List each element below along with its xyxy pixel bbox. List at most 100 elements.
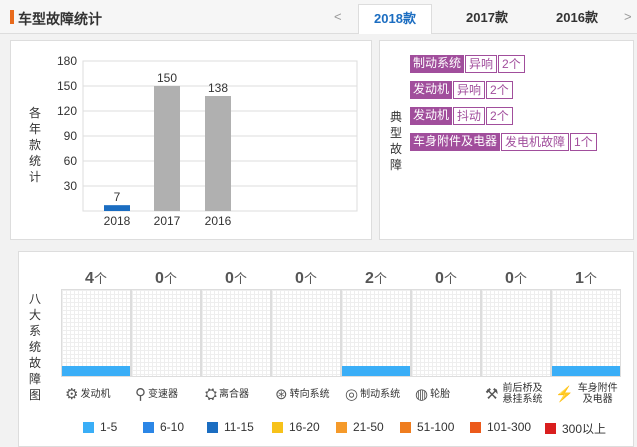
system-cell[interactable] bbox=[551, 289, 621, 377]
system-count: 0个 bbox=[201, 268, 271, 288]
system-name: 车身附件及电器 bbox=[577, 383, 618, 405]
fault-count: 1个 bbox=[570, 133, 597, 151]
system-name: 轮胎 bbox=[430, 388, 451, 400]
system-1[interactable]: ⚙ 发动机 bbox=[65, 382, 131, 406]
legend-swatch bbox=[83, 421, 94, 433]
fault-symptom: 抖动 bbox=[453, 107, 486, 125]
count-value: 0 bbox=[435, 270, 444, 287]
cell-fill bbox=[552, 366, 620, 376]
x-tick-label: 2017 bbox=[154, 214, 181, 228]
fault-symptom: 异响 bbox=[465, 55, 498, 73]
title-accent bbox=[10, 10, 14, 24]
system-8[interactable]: ⚡ 车身附件及电器 bbox=[555, 382, 621, 406]
bar-2018[interactable] bbox=[104, 205, 130, 211]
system-name: 转向系统 bbox=[289, 388, 330, 400]
system-name: 前后桥及悬挂系统 bbox=[502, 383, 543, 405]
fault-category: 制动系统 bbox=[410, 55, 465, 73]
data-label: 7 bbox=[114, 190, 121, 204]
y-tick-label: 150 bbox=[57, 79, 77, 93]
y-tick-label: 30 bbox=[64, 179, 78, 193]
system-6[interactable]: ◍ 轮胎 bbox=[415, 382, 481, 406]
system-5[interactable]: ◎ 制动系统 bbox=[345, 382, 411, 406]
system-count: 0个 bbox=[411, 268, 481, 288]
count-value: 1 bbox=[575, 270, 584, 287]
tab-2016[interactable]: 2016款 bbox=[556, 10, 598, 25]
system-cell[interactable] bbox=[411, 289, 481, 377]
legend-label: 16-20 bbox=[289, 420, 320, 434]
y-tick-label: 120 bbox=[57, 104, 77, 118]
chart-ylabel: 各年款统计 bbox=[28, 106, 41, 184]
system-cell[interactable] bbox=[481, 289, 551, 377]
fault-category: 发动机 bbox=[410, 81, 453, 99]
fault-symptom: 异响 bbox=[453, 81, 486, 99]
fault-category: 车身附件及电器 bbox=[410, 133, 501, 151]
legend-label: 21-50 bbox=[353, 420, 384, 434]
fault-count: 2个 bbox=[486, 81, 513, 99]
system-name: 变速器 bbox=[148, 388, 178, 400]
fault-category: 发动机 bbox=[410, 107, 453, 125]
system-cell[interactable] bbox=[201, 289, 271, 377]
system-cell[interactable] bbox=[61, 289, 131, 377]
data-label: 150 bbox=[157, 71, 177, 85]
count-value: 0 bbox=[225, 270, 234, 287]
count-unit: 个 bbox=[163, 271, 177, 286]
bar-2016[interactable] bbox=[205, 96, 231, 211]
next-arrow-icon[interactable]: > bbox=[624, 9, 632, 24]
clutch-icon: ⛭ bbox=[205, 385, 218, 403]
cell-fill bbox=[342, 366, 410, 376]
system-count: 0个 bbox=[131, 268, 201, 288]
y-tick-label: 60 bbox=[64, 154, 78, 168]
tab-2018[interactable]: 2018款 bbox=[358, 4, 432, 34]
system-2[interactable]: ⚲ 变速器 bbox=[135, 382, 201, 406]
system-cell[interactable] bbox=[271, 289, 341, 377]
steering-wheel-icon: ⊛ bbox=[275, 386, 288, 403]
system-count: 2个 bbox=[341, 268, 411, 288]
count-unit: 个 bbox=[583, 271, 597, 286]
legend-swatch bbox=[272, 421, 283, 433]
count-unit: 个 bbox=[93, 271, 107, 286]
legend-label: 101-300 bbox=[487, 420, 532, 434]
legend-swatch bbox=[400, 421, 411, 433]
fault-count: 2个 bbox=[498, 55, 525, 73]
legend-swatch bbox=[336, 421, 347, 433]
legend-label: 6-10 bbox=[160, 420, 185, 434]
count-unit: 个 bbox=[303, 271, 317, 286]
prev-arrow-icon[interactable]: < bbox=[334, 9, 342, 24]
legend-label: 1-5 bbox=[100, 420, 118, 434]
legend-label: 11-15 bbox=[224, 420, 254, 434]
legend-item: 101-300 bbox=[470, 420, 531, 434]
legend-swatch bbox=[470, 421, 481, 433]
system-name: 制动系统 bbox=[360, 388, 401, 400]
legend-item: 51-100 bbox=[400, 420, 454, 434]
tab-2017[interactable]: 2017款 bbox=[466, 10, 508, 25]
legend-item: 16-20 bbox=[272, 420, 320, 434]
chart-panel: 各年款统计 30 60 90 120 150 180 7 2018 150 2017 138 201… bbox=[10, 40, 372, 240]
count-unit: 个 bbox=[443, 271, 457, 286]
system-cell[interactable] bbox=[341, 289, 411, 377]
system-cell[interactable] bbox=[131, 289, 201, 377]
y-tick-label: 90 bbox=[64, 129, 78, 143]
legend-item: 21-50 bbox=[336, 420, 384, 434]
count-value: 4 bbox=[85, 270, 94, 287]
page-title: 车型故障统计 bbox=[18, 11, 102, 27]
count-unit: 个 bbox=[233, 271, 247, 286]
header: 车型故障统计 < 2018款 2017款 2016款 > bbox=[0, 0, 637, 34]
legend-swatch bbox=[207, 421, 218, 433]
bar-2017[interactable] bbox=[154, 86, 180, 211]
legend-label: 300以上 bbox=[562, 422, 607, 436]
systems-label: 八大系统故障图 bbox=[28, 292, 41, 402]
legend-label: 51-100 bbox=[417, 420, 455, 434]
system-7[interactable]: ⚒ 前后桥及悬挂系统 bbox=[485, 382, 551, 406]
system-name: 发动机 bbox=[80, 388, 111, 400]
system-count: 0个 bbox=[271, 268, 341, 288]
tire-icon: ◍ bbox=[415, 386, 429, 403]
suspension-icon: ⚒ bbox=[485, 386, 499, 403]
data-label: 138 bbox=[208, 81, 228, 95]
fault-row-3: 发动机 抖动 2个 bbox=[410, 107, 513, 125]
count-value: 0 bbox=[295, 270, 304, 287]
typical-panel: 典型故障 制动系统 异响 2个 发动机 异响 2个 发动机 抖动 2个 车身附件… bbox=[379, 40, 634, 240]
fault-count: 2个 bbox=[486, 107, 513, 125]
system-4[interactable]: ⊛ 转向系统 bbox=[275, 382, 341, 406]
system-3[interactable]: ⛭ 离合器 bbox=[205, 382, 271, 406]
bar-chart: 30 60 90 120 150 180 7 2018 150 2017 138 2016 bbox=[57, 54, 358, 228]
